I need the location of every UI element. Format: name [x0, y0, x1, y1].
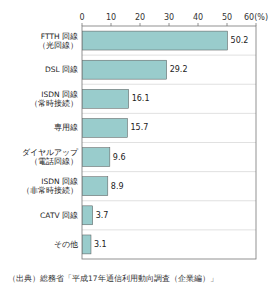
bars [82, 31, 228, 254]
bar [82, 235, 91, 254]
tick-mark [198, 23, 199, 26]
category-label: DSL 回線 [45, 65, 78, 74]
category-label: ISDN 回線（非常時接続） [22, 177, 78, 195]
tick-label: 10 [106, 13, 116, 22]
footnote: （出典）総務省「平成17年通信利用動向調査（企業編）」 [8, 274, 218, 283]
tick-mark [227, 23, 228, 26]
chart: 3.1 3.7 8.9 9.6 15.7 16.1 29.2 50.2 0 10 20 30 40 50 6… [0, 0, 272, 289]
separator [82, 55, 256, 56]
separator [82, 200, 256, 201]
data-label: 29.2 [170, 65, 188, 74]
data-label: 3.7 [96, 211, 109, 220]
data-label: 50.2 [231, 36, 249, 45]
data-label: 8.9 [111, 182, 124, 191]
bar [82, 60, 167, 79]
tick-label: 40 [193, 13, 203, 22]
separator [82, 142, 256, 143]
tick-label: 30 [164, 13, 174, 22]
data-label: 15.7 [131, 123, 149, 132]
bar [82, 148, 110, 167]
category-label: 専用線 [54, 123, 78, 132]
category-label: FTTH 回線（光回線） [38, 32, 78, 50]
tick-mark [140, 23, 141, 26]
category-label: CATV 回線 [40, 211, 78, 220]
tick-label: 60(%) [244, 13, 268, 22]
tick-mark [111, 23, 112, 26]
tick-mark [169, 23, 170, 26]
tick-label: 0 [79, 13, 84, 22]
separator [82, 84, 256, 85]
bar [82, 177, 108, 196]
plot-frame [82, 26, 256, 259]
bar [82, 206, 93, 225]
bar [82, 118, 128, 137]
bar [82, 31, 228, 50]
bar [82, 89, 129, 108]
data-label: 16.1 [132, 94, 150, 103]
separator [82, 113, 256, 114]
category-label: その他 [54, 240, 78, 249]
data-label: 9.6 [113, 153, 126, 162]
separator [82, 229, 256, 230]
category-label: ISDN 回線（常時接続） [30, 90, 78, 108]
separator [82, 171, 256, 172]
tick-label: 20 [135, 13, 145, 22]
tick-mark [256, 23, 257, 26]
category-label: ダイヤルアップ（電話回線） [22, 148, 79, 166]
chart-container: 3.1 3.7 8.9 9.6 15.7 16.1 29.2 50.2 0 10 20 30 40 50 6… [0, 0, 272, 289]
tick-mark [82, 23, 83, 26]
tick-label: 50 [222, 13, 232, 22]
data-label: 3.1 [94, 240, 107, 249]
